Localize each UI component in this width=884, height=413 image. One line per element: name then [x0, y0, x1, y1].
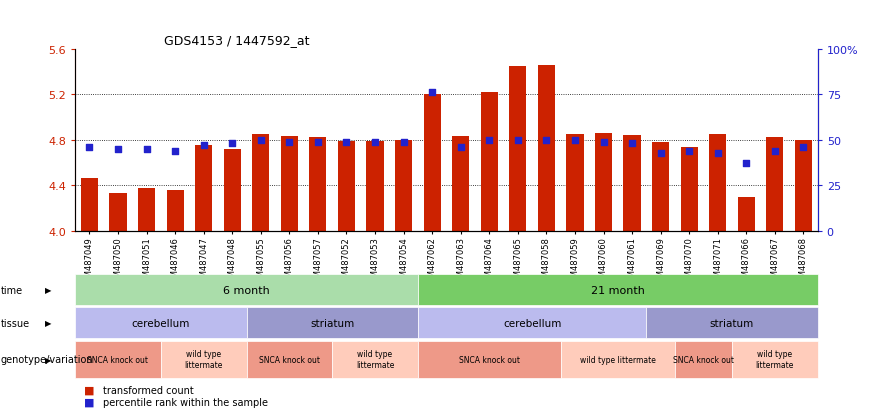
Text: wild type
littermate: wild type littermate — [356, 350, 394, 369]
Text: transformed count: transformed count — [103, 385, 194, 395]
Point — [511, 137, 525, 144]
Point — [568, 137, 582, 144]
Point — [282, 139, 296, 145]
Bar — [652, 143, 669, 231]
Bar — [595, 133, 612, 231]
Text: genotype/variation: genotype/variation — [1, 354, 94, 364]
Bar — [738, 197, 755, 231]
Bar — [138, 188, 155, 231]
Text: SNCA knock out: SNCA knock out — [459, 355, 520, 364]
Text: SNCA knock out: SNCA knock out — [88, 355, 149, 364]
Text: wild type littermate: wild type littermate — [580, 355, 656, 364]
Point — [397, 139, 411, 145]
Bar — [110, 194, 126, 231]
Point — [768, 148, 782, 154]
Bar — [709, 135, 727, 231]
Point — [482, 137, 496, 144]
Point — [196, 142, 210, 149]
Text: ■: ■ — [84, 396, 95, 407]
Text: 21 month: 21 month — [591, 285, 644, 295]
Bar — [795, 140, 812, 231]
Text: striatum: striatum — [710, 318, 754, 328]
Point — [110, 146, 125, 153]
Text: wild type
littermate: wild type littermate — [756, 350, 794, 369]
Bar — [452, 137, 469, 231]
Bar — [367, 142, 384, 231]
Text: GDS4153 / 1447592_at: GDS4153 / 1447592_at — [164, 34, 309, 47]
Text: ▶: ▶ — [45, 286, 52, 294]
Text: 6 month: 6 month — [223, 285, 270, 295]
Point — [225, 141, 240, 147]
Point — [254, 137, 268, 144]
Bar — [537, 65, 555, 231]
Text: tissue: tissue — [1, 318, 30, 328]
Text: cerebellum: cerebellum — [503, 318, 561, 328]
Point — [682, 148, 697, 154]
Bar — [195, 146, 212, 231]
Point — [539, 137, 553, 144]
Point — [168, 148, 182, 154]
Text: cerebellum: cerebellum — [132, 318, 190, 328]
Bar — [681, 147, 697, 231]
Point — [425, 90, 439, 97]
Bar — [224, 150, 240, 231]
Text: ▶: ▶ — [45, 319, 52, 328]
Point — [597, 139, 611, 145]
Point — [625, 141, 639, 147]
Bar — [166, 190, 184, 231]
Text: SNCA knock out: SNCA knock out — [259, 355, 320, 364]
Text: percentile rank within the sample: percentile rank within the sample — [103, 396, 269, 407]
Text: striatum: striatum — [310, 318, 354, 328]
Bar — [309, 138, 326, 231]
Bar — [252, 135, 270, 231]
Bar — [509, 66, 526, 231]
Point — [711, 150, 725, 157]
Point — [453, 145, 468, 151]
Bar — [338, 142, 355, 231]
Point — [311, 139, 325, 145]
Bar — [395, 140, 412, 231]
Point — [796, 145, 811, 151]
Point — [140, 146, 154, 153]
Bar — [423, 95, 441, 231]
Bar — [623, 136, 641, 231]
Bar — [80, 179, 98, 231]
Bar — [567, 135, 583, 231]
Point — [368, 139, 382, 145]
Text: ▶: ▶ — [45, 355, 52, 364]
Point — [82, 145, 96, 151]
Point — [739, 161, 753, 167]
Bar — [281, 137, 298, 231]
Point — [339, 139, 354, 145]
Text: ■: ■ — [84, 385, 95, 395]
Text: time: time — [1, 285, 23, 295]
Bar — [766, 138, 783, 231]
Bar — [481, 93, 498, 231]
Point — [653, 150, 667, 157]
Text: SNCA knock out: SNCA knock out — [673, 355, 734, 364]
Text: wild type
littermate: wild type littermate — [185, 350, 223, 369]
